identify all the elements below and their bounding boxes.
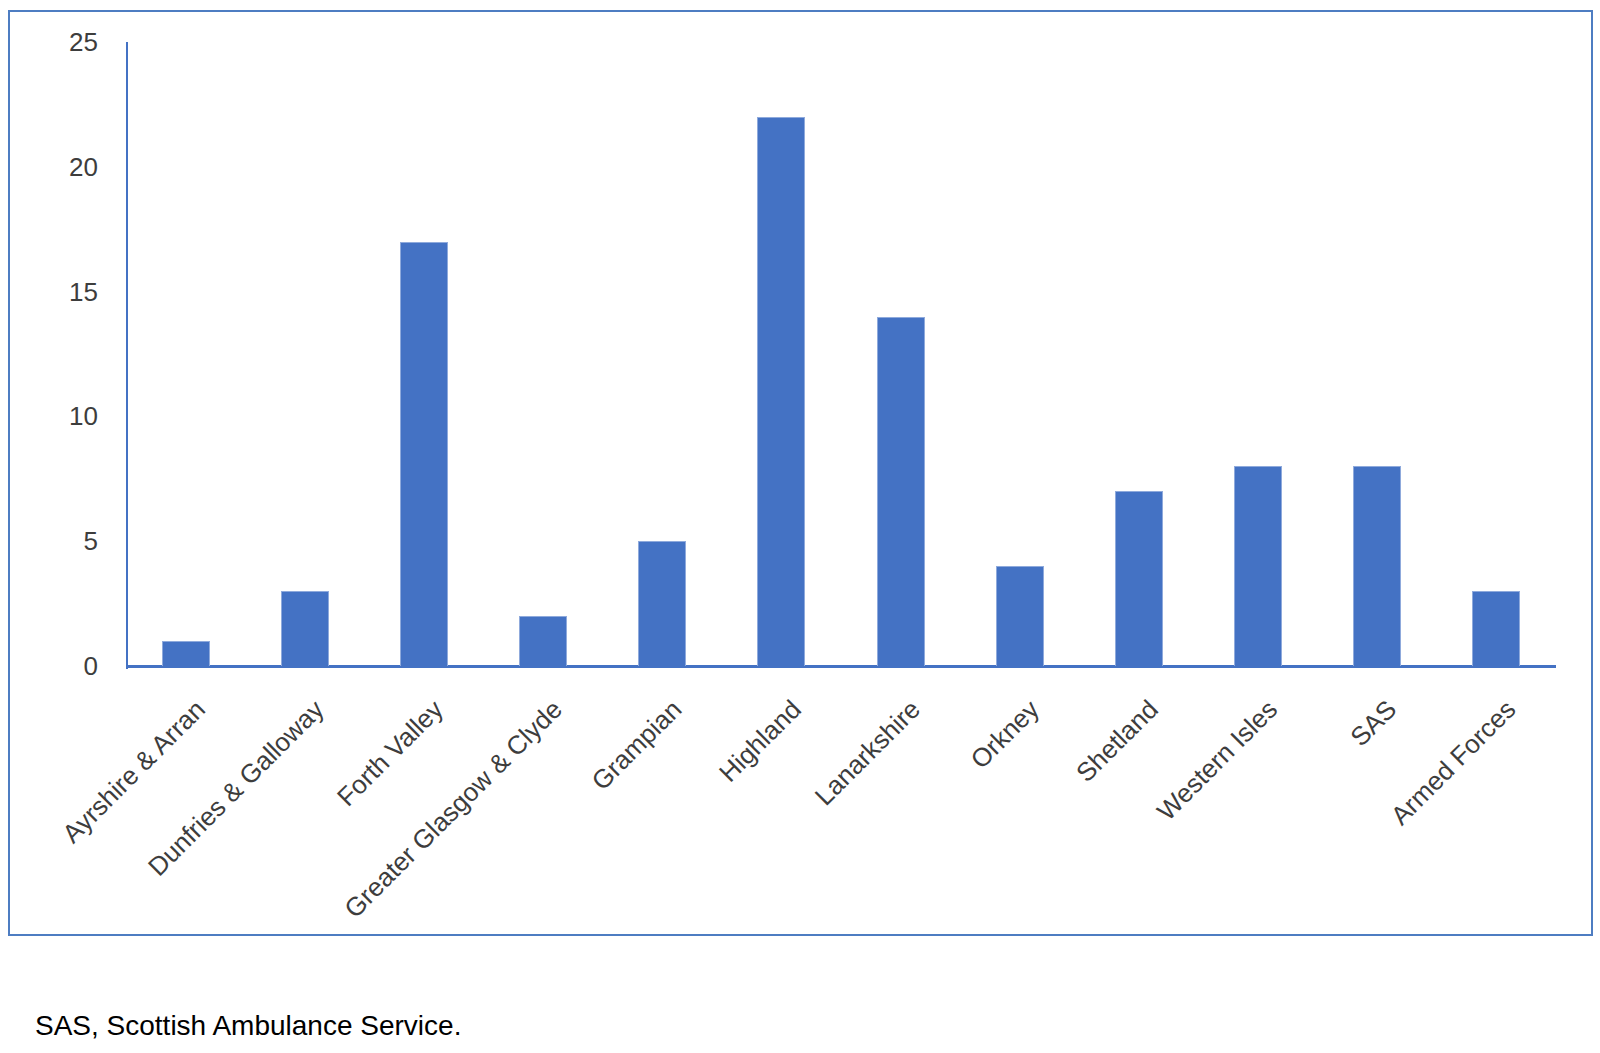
figure-page: 0510152025Ayrshire & ArranDunfries & Gal… bbox=[0, 0, 1600, 1053]
figure-footnote: SAS, Scottish Ambulance Service. bbox=[35, 1010, 461, 1042]
chart-frame bbox=[8, 10, 1593, 936]
